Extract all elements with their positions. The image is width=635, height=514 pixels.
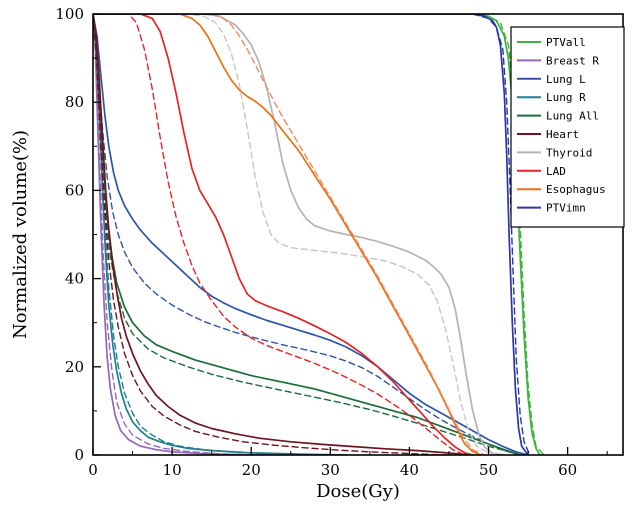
- legend-label-heart: Heart: [546, 128, 579, 141]
- y-tick-label: 100: [55, 5, 84, 23]
- series-lung-r-dashed: [93, 14, 331, 455]
- y-tick-label: 40: [65, 270, 84, 288]
- series-ptvall-solid: [93, 14, 541, 455]
- series-heart-dashed: [93, 14, 450, 455]
- series-thyroid-solid: [93, 14, 506, 455]
- series-lung-r-solid: [93, 14, 347, 455]
- series-esophagus-dashed: [93, 14, 486, 455]
- legend-label-lung-l: Lung L: [546, 73, 586, 86]
- x-tick-label: 40: [400, 461, 419, 479]
- legend-label-thyroid: Thyroid: [546, 146, 592, 159]
- y-tick-label: 0: [74, 446, 84, 464]
- series-lung-l-solid: [93, 14, 529, 455]
- x-axis-title: Dose(Gy): [316, 481, 400, 502]
- x-tick-label: 30: [321, 461, 340, 479]
- legend-label-lad: LAD: [546, 165, 566, 178]
- legend: PTVall Breast R Lung L Lung R Lung All Heart T…: [510, 26, 625, 228]
- series-breast-r-solid: [93, 14, 268, 455]
- series-group: [93, 14, 545, 455]
- series-lung-l-dashed: [93, 14, 521, 455]
- series-ptvimn-dashed: [93, 14, 531, 455]
- x-tick-label: 10: [163, 461, 182, 479]
- x-tick-label: 60: [558, 461, 577, 479]
- x-tick-label: 20: [242, 461, 261, 479]
- legend-label-esophagus: Esophagus: [546, 183, 606, 196]
- y-axis-title: Normalized volume(%): [10, 130, 31, 339]
- legend-label-lung-r: Lung R: [546, 91, 586, 104]
- x-tick-label: 50: [479, 461, 498, 479]
- y-tick-label: 60: [65, 181, 84, 199]
- series-lad-dashed: [93, 14, 466, 455]
- series-lad-solid: [93, 14, 474, 455]
- series-breast-r-dashed: [93, 14, 252, 455]
- series-lung-all-solid: [93, 14, 522, 455]
- y-tick-label: 20: [65, 358, 84, 376]
- series-heart-solid: [93, 14, 474, 455]
- legend-label-lung-all: Lung All: [546, 110, 599, 123]
- legend-label-breast-r: Breast R: [546, 54, 599, 67]
- legend-label-ptvall: PTVall: [546, 36, 586, 49]
- x-tick-label: 0: [88, 461, 98, 479]
- series-lung-all-dashed: [93, 14, 521, 455]
- y-tick-label: 80: [65, 93, 84, 111]
- series-thyroid-dashed: [93, 14, 505, 455]
- series-ptvall-dashed: [93, 14, 545, 455]
- legend-label-ptvimn: PTVimn: [546, 202, 586, 215]
- series-esophagus-solid: [93, 14, 482, 455]
